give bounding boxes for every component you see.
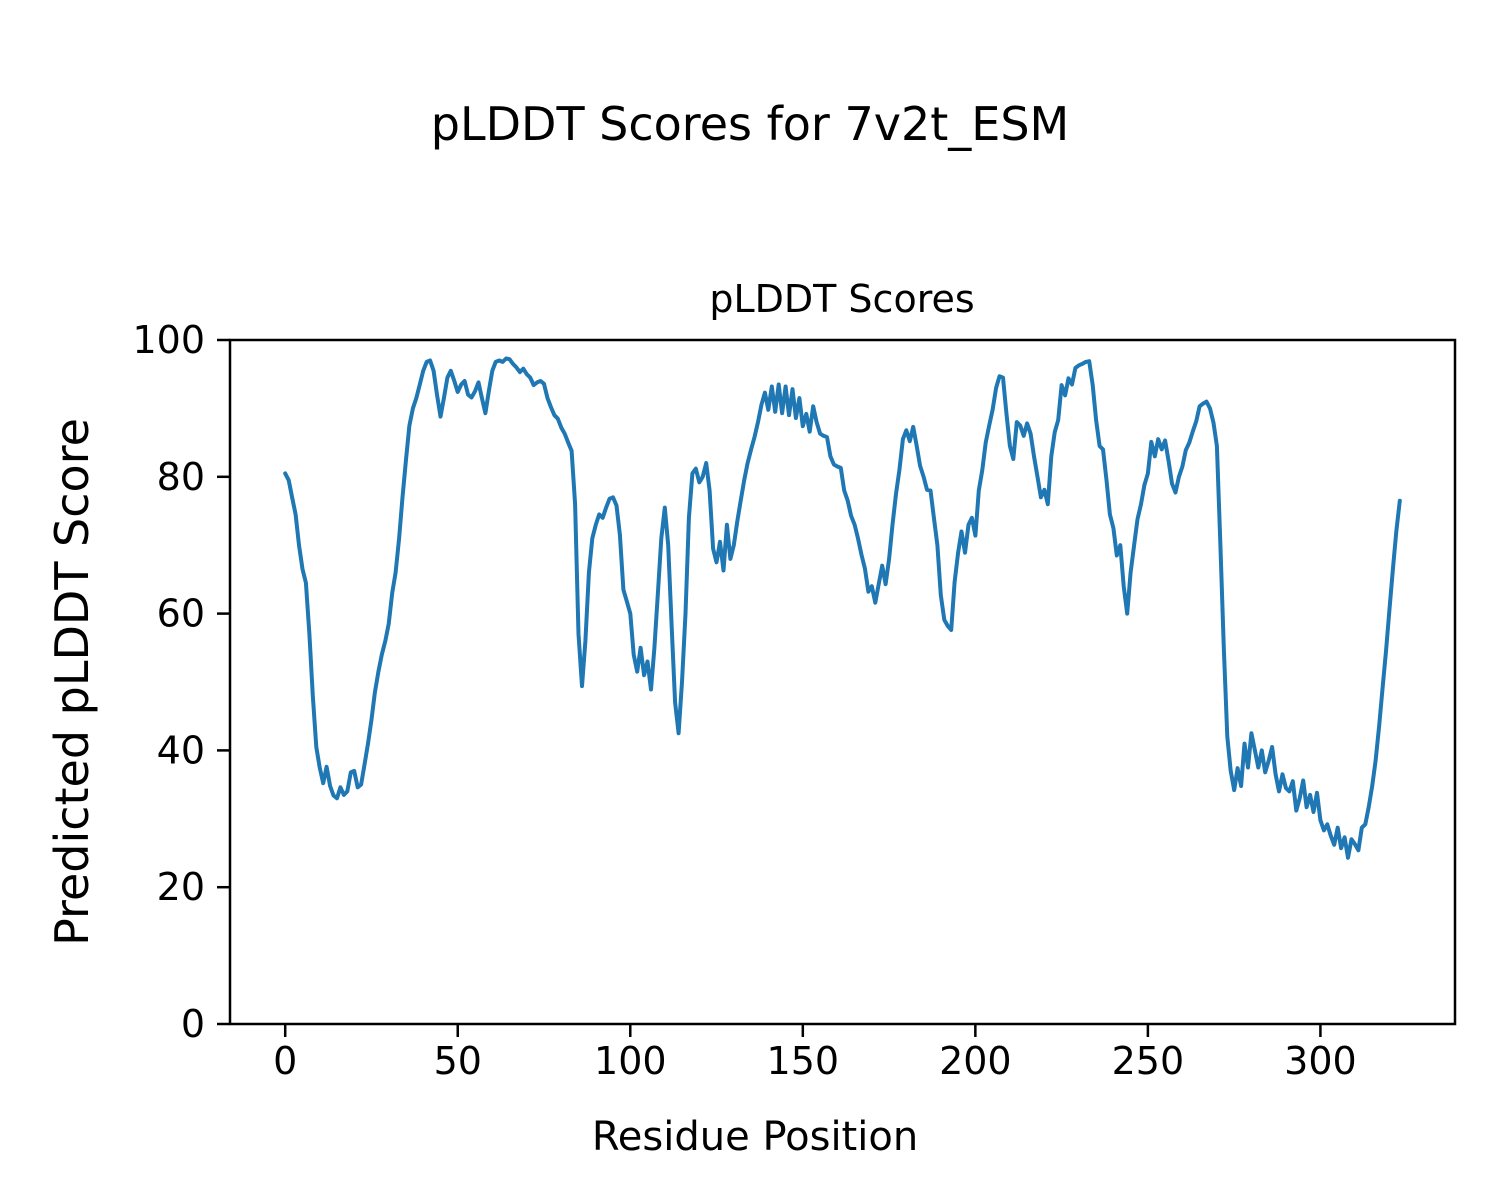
y-tick-label: 80: [157, 455, 205, 499]
x-tick-labels: 0 50 100 150 200 250 300: [273, 1039, 1357, 1083]
plddt-line: [283, 356, 1402, 860]
y-tick-label: 100: [132, 318, 205, 362]
x-tick-label: 200: [939, 1039, 1012, 1083]
x-axis-label: Residue Position: [592, 1114, 918, 1160]
y-tick-label: 0: [181, 1002, 205, 1046]
y-axis-label: Predicted pLDDT Score: [45, 418, 99, 946]
x-tick-label: 250: [1112, 1039, 1185, 1083]
figure-title: pLDDT Scores for 7v2t_ESM: [431, 97, 1069, 151]
x-tick-label: 50: [434, 1039, 482, 1083]
y-tick-label: 40: [157, 728, 205, 772]
y-tick-label: 60: [157, 592, 205, 636]
axis-ticks: [217, 338, 1322, 1037]
axes-title: pLDDT Scores: [709, 277, 974, 321]
x-tick-label: 150: [767, 1039, 840, 1083]
y-tick-labels: 0 20 40 60 80 100: [132, 318, 205, 1046]
x-tick-label: 300: [1284, 1039, 1357, 1083]
plot-area: [228, 338, 1457, 1026]
y-tick-label: 20: [157, 865, 205, 909]
x-tick-label: 100: [594, 1039, 667, 1083]
x-tick-label: 0: [273, 1039, 297, 1083]
